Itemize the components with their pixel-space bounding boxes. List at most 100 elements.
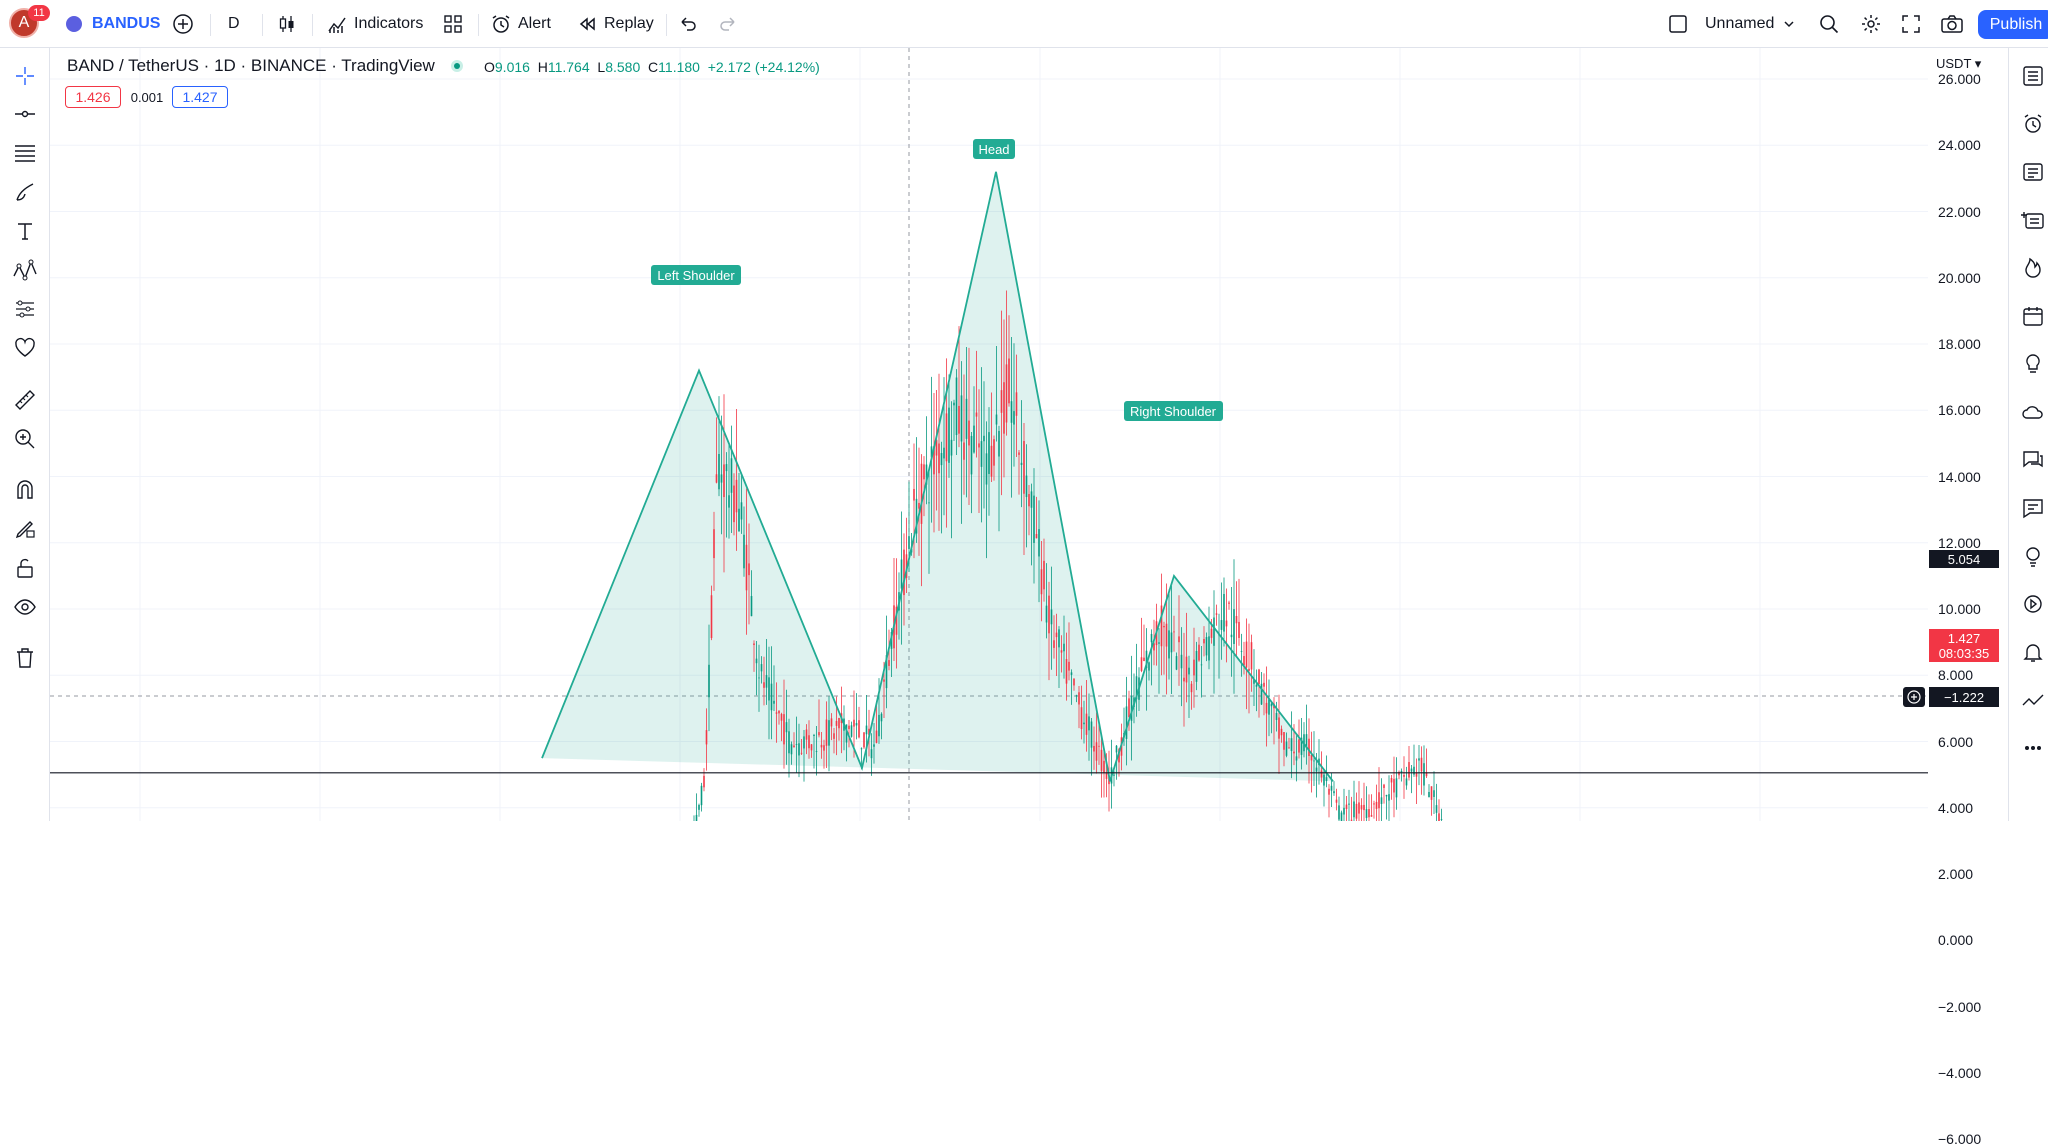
notifications-button[interactable] bbox=[2017, 636, 2048, 668]
buy-price-button[interactable]: 1.427 bbox=[172, 86, 228, 108]
interval-button[interactable]: D bbox=[228, 15, 240, 32]
candle bbox=[1103, 750, 1105, 798]
right-shoulder-label[interactable]: Right Shoulder bbox=[1124, 401, 1223, 421]
lock-drawing-icon bbox=[15, 521, 35, 539]
search-button[interactable] bbox=[1818, 0, 1840, 48]
news-icon bbox=[2023, 163, 2043, 181]
symbol-search-button[interactable]: BANDUS bbox=[92, 15, 161, 32]
news-button[interactable] bbox=[2017, 156, 2048, 188]
hotlists-button[interactable] bbox=[2017, 252, 2048, 284]
candle bbox=[1298, 719, 1300, 759]
replay-button[interactable]: Replay bbox=[576, 0, 654, 48]
brush-icon bbox=[16, 183, 34, 201]
trend-line-tool[interactable] bbox=[8, 98, 42, 130]
snapshot-button[interactable] bbox=[1940, 0, 1964, 48]
candle bbox=[1388, 775, 1390, 821]
lock-all-tool[interactable] bbox=[8, 552, 42, 584]
zigzag-icon bbox=[2022, 694, 2044, 706]
candle bbox=[1270, 701, 1273, 734]
candle bbox=[1140, 617, 1143, 673]
candle bbox=[1345, 795, 1348, 821]
candle bbox=[973, 386, 975, 454]
hide-drawings-tool[interactable] bbox=[8, 591, 42, 623]
favorites-tool[interactable] bbox=[8, 332, 42, 364]
candle bbox=[958, 326, 960, 448]
more-button[interactable] bbox=[2017, 732, 2048, 764]
candle bbox=[1195, 641, 1198, 691]
brush-tool[interactable] bbox=[8, 176, 42, 208]
candle bbox=[950, 401, 953, 539]
pattern-tool[interactable] bbox=[8, 254, 42, 286]
candle bbox=[975, 350, 978, 458]
candle bbox=[1360, 798, 1363, 821]
layout-toggle[interactable] bbox=[1668, 0, 1688, 48]
redo-button[interactable] bbox=[718, 0, 738, 48]
templates-button[interactable] bbox=[442, 0, 464, 48]
candle bbox=[945, 358, 948, 528]
price-label: 24.000 bbox=[1938, 137, 1981, 154]
candle bbox=[1403, 756, 1405, 799]
candle bbox=[1085, 680, 1088, 752]
prediction-tool[interactable] bbox=[8, 293, 42, 325]
patterns-button[interactable] bbox=[2017, 684, 2048, 716]
crosshair-icon bbox=[16, 67, 34, 85]
candle bbox=[800, 739, 803, 755]
candle bbox=[1233, 559, 1235, 694]
currency-button[interactable]: USDT ▾ bbox=[1936, 56, 1982, 71]
remove-drawings-tool[interactable] bbox=[8, 642, 42, 674]
candle bbox=[1288, 737, 1290, 749]
indicators-button[interactable]: Indicators bbox=[326, 0, 423, 48]
chart-type-button[interactable] bbox=[276, 0, 298, 48]
candle bbox=[813, 733, 815, 769]
alerts-button[interactable] bbox=[2017, 108, 2048, 140]
head-shoulders-pattern[interactable] bbox=[542, 171, 1333, 782]
candle bbox=[1328, 784, 1330, 818]
settings-button[interactable] bbox=[1860, 0, 1882, 48]
text-tool[interactable] bbox=[8, 215, 42, 247]
candle bbox=[820, 732, 823, 759]
sell-price-button[interactable]: 1.426 bbox=[65, 86, 121, 108]
add-alert-button[interactable] bbox=[1903, 687, 1925, 707]
alert-button[interactable]: Alert bbox=[490, 0, 551, 48]
fib-tool[interactable] bbox=[8, 137, 42, 169]
candle bbox=[735, 408, 738, 551]
undo-icon bbox=[681, 17, 696, 31]
price-chart[interactable]: Left Shoulder Head Right Shoulder bbox=[50, 48, 1928, 821]
spread-value: 0.001 bbox=[130, 89, 164, 105]
add-list-button[interactable] bbox=[2017, 204, 2048, 236]
candle bbox=[1425, 748, 1428, 778]
candle bbox=[1375, 784, 1378, 821]
undo-button[interactable] bbox=[678, 0, 698, 48]
live-button[interactable] bbox=[2017, 588, 2048, 620]
crosshair-tool[interactable] bbox=[8, 60, 42, 92]
ruler-icon bbox=[15, 390, 35, 410]
candle bbox=[848, 719, 850, 748]
candle bbox=[1243, 641, 1245, 675]
stay-in-drawing-tool[interactable] bbox=[8, 513, 42, 545]
help-button[interactable] bbox=[2017, 540, 2048, 572]
chats-button[interactable] bbox=[2017, 444, 2048, 476]
price-label: 2.000 bbox=[1938, 866, 1974, 882]
candle bbox=[795, 716, 798, 773]
candle bbox=[1188, 655, 1190, 719]
symbol-legend[interactable]: BAND / TetherUS · 1D · BINANCE · Trading… bbox=[67, 56, 463, 76]
ideas-button[interactable] bbox=[2017, 348, 2048, 380]
compare-symbol-button[interactable] bbox=[172, 0, 194, 48]
publish-button[interactable]: Publish bbox=[1978, 10, 2048, 39]
left-shoulder-label[interactable]: Left Shoulder bbox=[651, 265, 741, 285]
measure-tool[interactable] bbox=[8, 384, 42, 416]
zoom-tool[interactable] bbox=[8, 423, 42, 455]
chat-button[interactable] bbox=[2017, 492, 2048, 524]
candle bbox=[1168, 589, 1170, 680]
watchlist-button[interactable] bbox=[2017, 60, 2048, 92]
layout-name-button[interactable]: Unnamed bbox=[1705, 0, 1796, 48]
streams-button[interactable] bbox=[2017, 396, 2048, 428]
candle bbox=[1325, 755, 1328, 788]
calendar-button[interactable] bbox=[2017, 300, 2048, 332]
candle bbox=[1338, 796, 1340, 821]
magnet-tool[interactable] bbox=[8, 474, 42, 506]
candle bbox=[1135, 643, 1138, 717]
head-label[interactable]: Head bbox=[973, 139, 1015, 159]
fullscreen-button[interactable] bbox=[1900, 0, 1922, 48]
candle bbox=[1130, 655, 1133, 761]
